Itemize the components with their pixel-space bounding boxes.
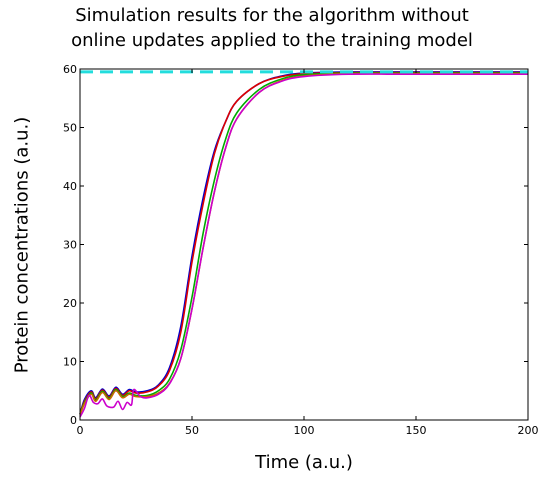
chart-title-line-1: Simulation results for the algorithm wit… <box>75 5 469 26</box>
y-axis-label: Protein concentrations (a.u.) <box>11 116 33 374</box>
x-tick-label: 0 <box>77 424 84 437</box>
axes-frame <box>79 68 529 421</box>
series-line-3 <box>79 72 528 415</box>
y-tick-label: 60 <box>63 63 77 76</box>
y-tick-label: 40 <box>63 180 77 193</box>
y-tick-label: 50 <box>63 122 77 135</box>
chart-title-line-2: online updates applied to the training m… <box>71 30 473 51</box>
series-line-2 <box>79 71 528 415</box>
x-tick-label: 150 <box>406 424 427 437</box>
tick-layer: 0 50 100 150 200 0 10 20 30 40 50 60 <box>63 63 539 437</box>
x-tick-label: 200 <box>518 424 539 437</box>
y-tick-label: 0 <box>70 414 77 427</box>
x-axis-label: Time (a.u.) <box>255 452 353 473</box>
series-line-5 <box>79 73 528 418</box>
y-tick-label: 10 <box>63 356 77 369</box>
x-tick-label: 100 <box>294 424 315 437</box>
y-tick-label: 30 <box>63 239 77 252</box>
series-line-1 <box>79 71 528 415</box>
series-layer <box>79 71 528 418</box>
series-line-4 <box>79 72 528 416</box>
y-tick-label: 20 <box>63 297 77 310</box>
x-tick-label: 50 <box>185 424 199 437</box>
